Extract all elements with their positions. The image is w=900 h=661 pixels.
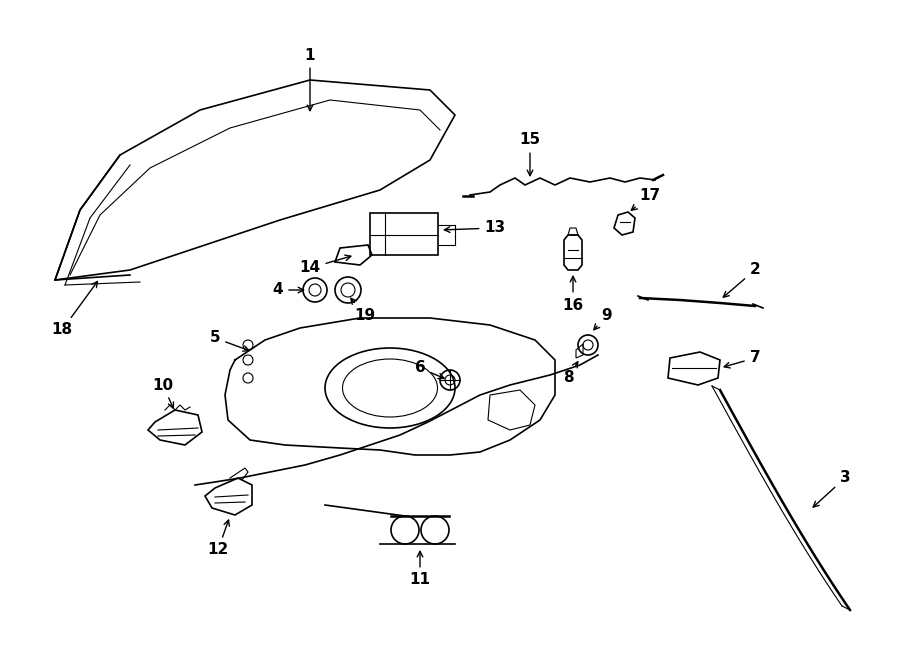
Text: 8: 8 (562, 362, 578, 385)
Text: 2: 2 (724, 262, 760, 297)
Text: 4: 4 (273, 282, 303, 297)
Text: 12: 12 (207, 520, 230, 557)
Text: 13: 13 (445, 221, 506, 235)
Text: 17: 17 (632, 188, 661, 210)
Text: 5: 5 (210, 330, 249, 351)
Text: 9: 9 (594, 307, 612, 330)
Text: 10: 10 (152, 377, 174, 408)
Text: 18: 18 (51, 282, 97, 338)
Text: 11: 11 (410, 551, 430, 588)
Text: 19: 19 (351, 298, 375, 323)
Text: 7: 7 (724, 350, 760, 368)
Text: 15: 15 (519, 132, 541, 176)
Text: 1: 1 (305, 48, 315, 110)
Text: 14: 14 (300, 255, 351, 276)
Text: 16: 16 (562, 276, 583, 313)
Text: 6: 6 (415, 360, 444, 379)
Text: 3: 3 (814, 471, 850, 507)
